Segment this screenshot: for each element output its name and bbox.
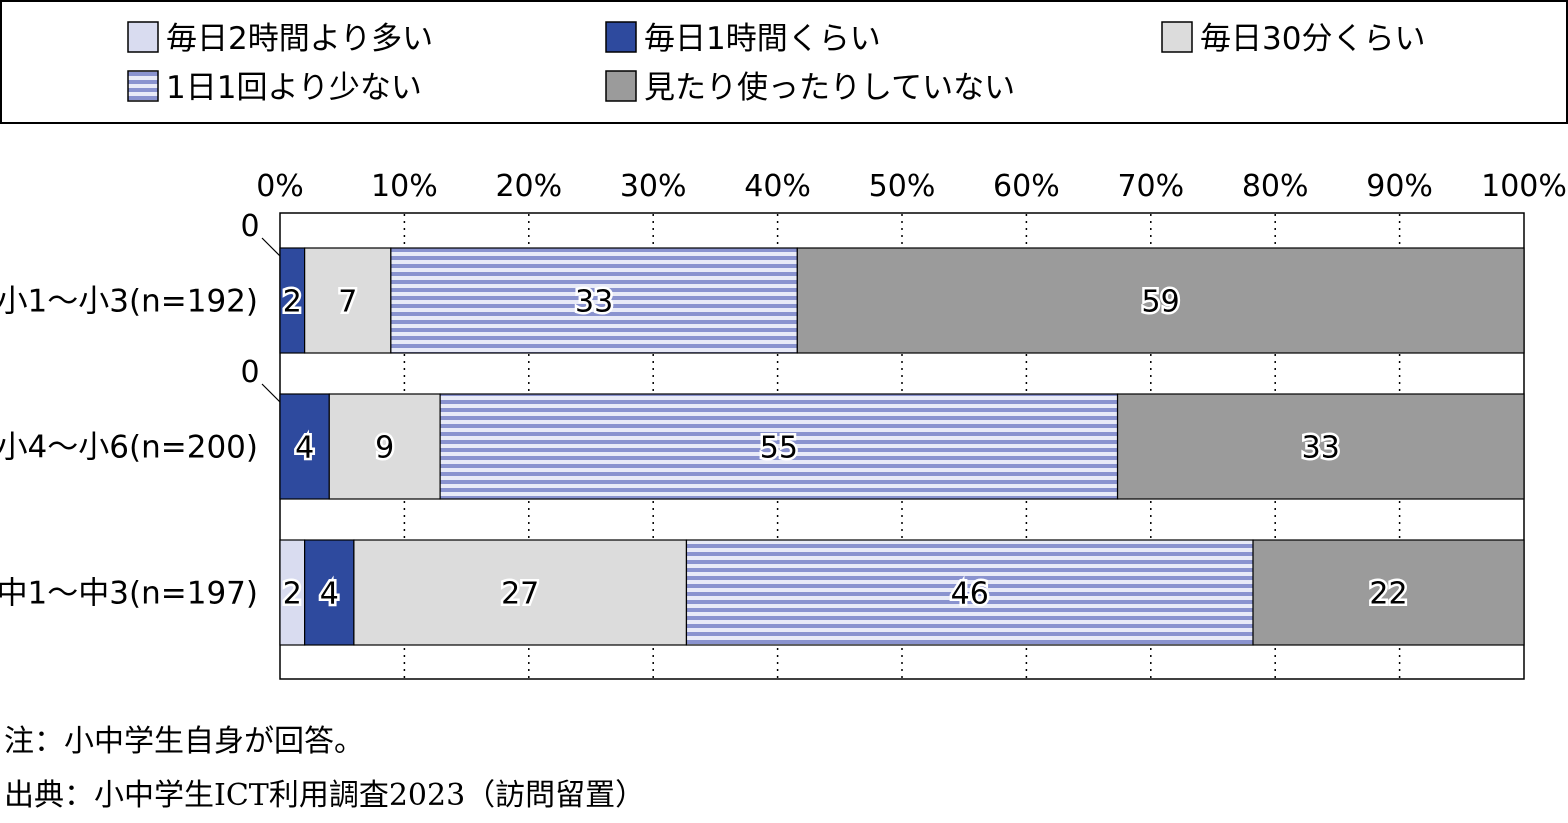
legend-label: 見たり使ったりしていない — [644, 70, 1015, 106]
legend-label: 毎日30分くらい — [1200, 21, 1425, 57]
category-label: 小1～小3(n=192) — [0, 284, 258, 320]
legend-label: 1日1回より少ない — [166, 70, 422, 106]
legend: 毎日2時間より多い 毎日1時間くらい 毎日30分くらい 1日1回より少ない 見たり使った… — [127, 21, 1425, 106]
bar-segment — [304, 539, 355, 646]
data-label: 7 — [338, 285, 357, 320]
bar-segment — [1116, 393, 1525, 500]
legend-swatch — [605, 21, 637, 53]
x-tick-label: 80% — [1242, 169, 1309, 204]
legend-swatch — [1161, 21, 1193, 53]
data-label: 0 — [240, 355, 259, 390]
legend-swatch — [127, 21, 159, 53]
bar-segment — [353, 539, 688, 646]
bar-segment — [439, 393, 1119, 500]
x-tick-label: 30% — [620, 169, 687, 204]
category-label: 小4～小6(n=200) — [0, 430, 258, 466]
x-tick-label: 90% — [1366, 169, 1433, 204]
data-label: 46 — [951, 577, 989, 612]
bar-segment — [685, 539, 1254, 646]
legend-swatch — [605, 70, 637, 102]
data-label: 0 — [240, 209, 259, 244]
bar-segment — [304, 247, 392, 354]
legend-swatch — [127, 70, 159, 102]
data-label: 2 — [283, 285, 302, 320]
data-label: 9 — [375, 431, 394, 466]
callout-line — [261, 237, 281, 257]
legend-label: 毎日2時間より多い — [166, 21, 433, 57]
callout-line — [261, 383, 281, 403]
x-axis-tick-labels: 0% 10% 20% 30% 40% 50% 60% 70% 80% 90% 100% — [256, 169, 1567, 204]
data-label: 2 — [283, 577, 302, 612]
data-label: 55 — [760, 431, 798, 466]
data-label: 33 — [1302, 431, 1340, 466]
x-tick-label: 10% — [371, 169, 438, 204]
x-tick-label: 70% — [1117, 169, 1184, 204]
source-text: 出典：小中学生ICT利用調査2023（訪問留置） — [4, 778, 646, 813]
data-label: 4 — [295, 431, 314, 466]
note-text: 注：小中学生自身が回答。 — [4, 724, 364, 759]
x-tick-label: 50% — [869, 169, 936, 204]
legend-label: 毎日1時間くらい — [644, 21, 881, 57]
data-label: 59 — [1142, 285, 1180, 320]
bar-segment — [390, 247, 798, 354]
legend-box — [0, 0, 1568, 124]
bar-segment — [279, 247, 306, 354]
data-label: 4 — [320, 577, 339, 612]
bar-segment — [279, 393, 330, 500]
x-tick-label: 40% — [744, 169, 811, 204]
bar-segment — [796, 247, 1525, 354]
x-tick-label: 100% — [1481, 169, 1567, 204]
bar-segment — [279, 539, 306, 646]
bars — [279, 247, 1525, 646]
data-label: 33 — [575, 285, 613, 320]
data-label: 22 — [1369, 577, 1407, 612]
category-labels: 小1～小3(n=192) 小4～小6(n=200) 中1～中3(n=197) — [0, 284, 258, 612]
bar-segment — [1252, 539, 1525, 646]
bar-segment — [328, 393, 441, 500]
category-label: 中1～中3(n=197) — [0, 576, 258, 612]
x-tick-label: 20% — [495, 169, 562, 204]
x-tick-label: 60% — [993, 169, 1060, 204]
x-tick-label: 0% — [256, 169, 304, 204]
data-label: 27 — [501, 577, 539, 612]
